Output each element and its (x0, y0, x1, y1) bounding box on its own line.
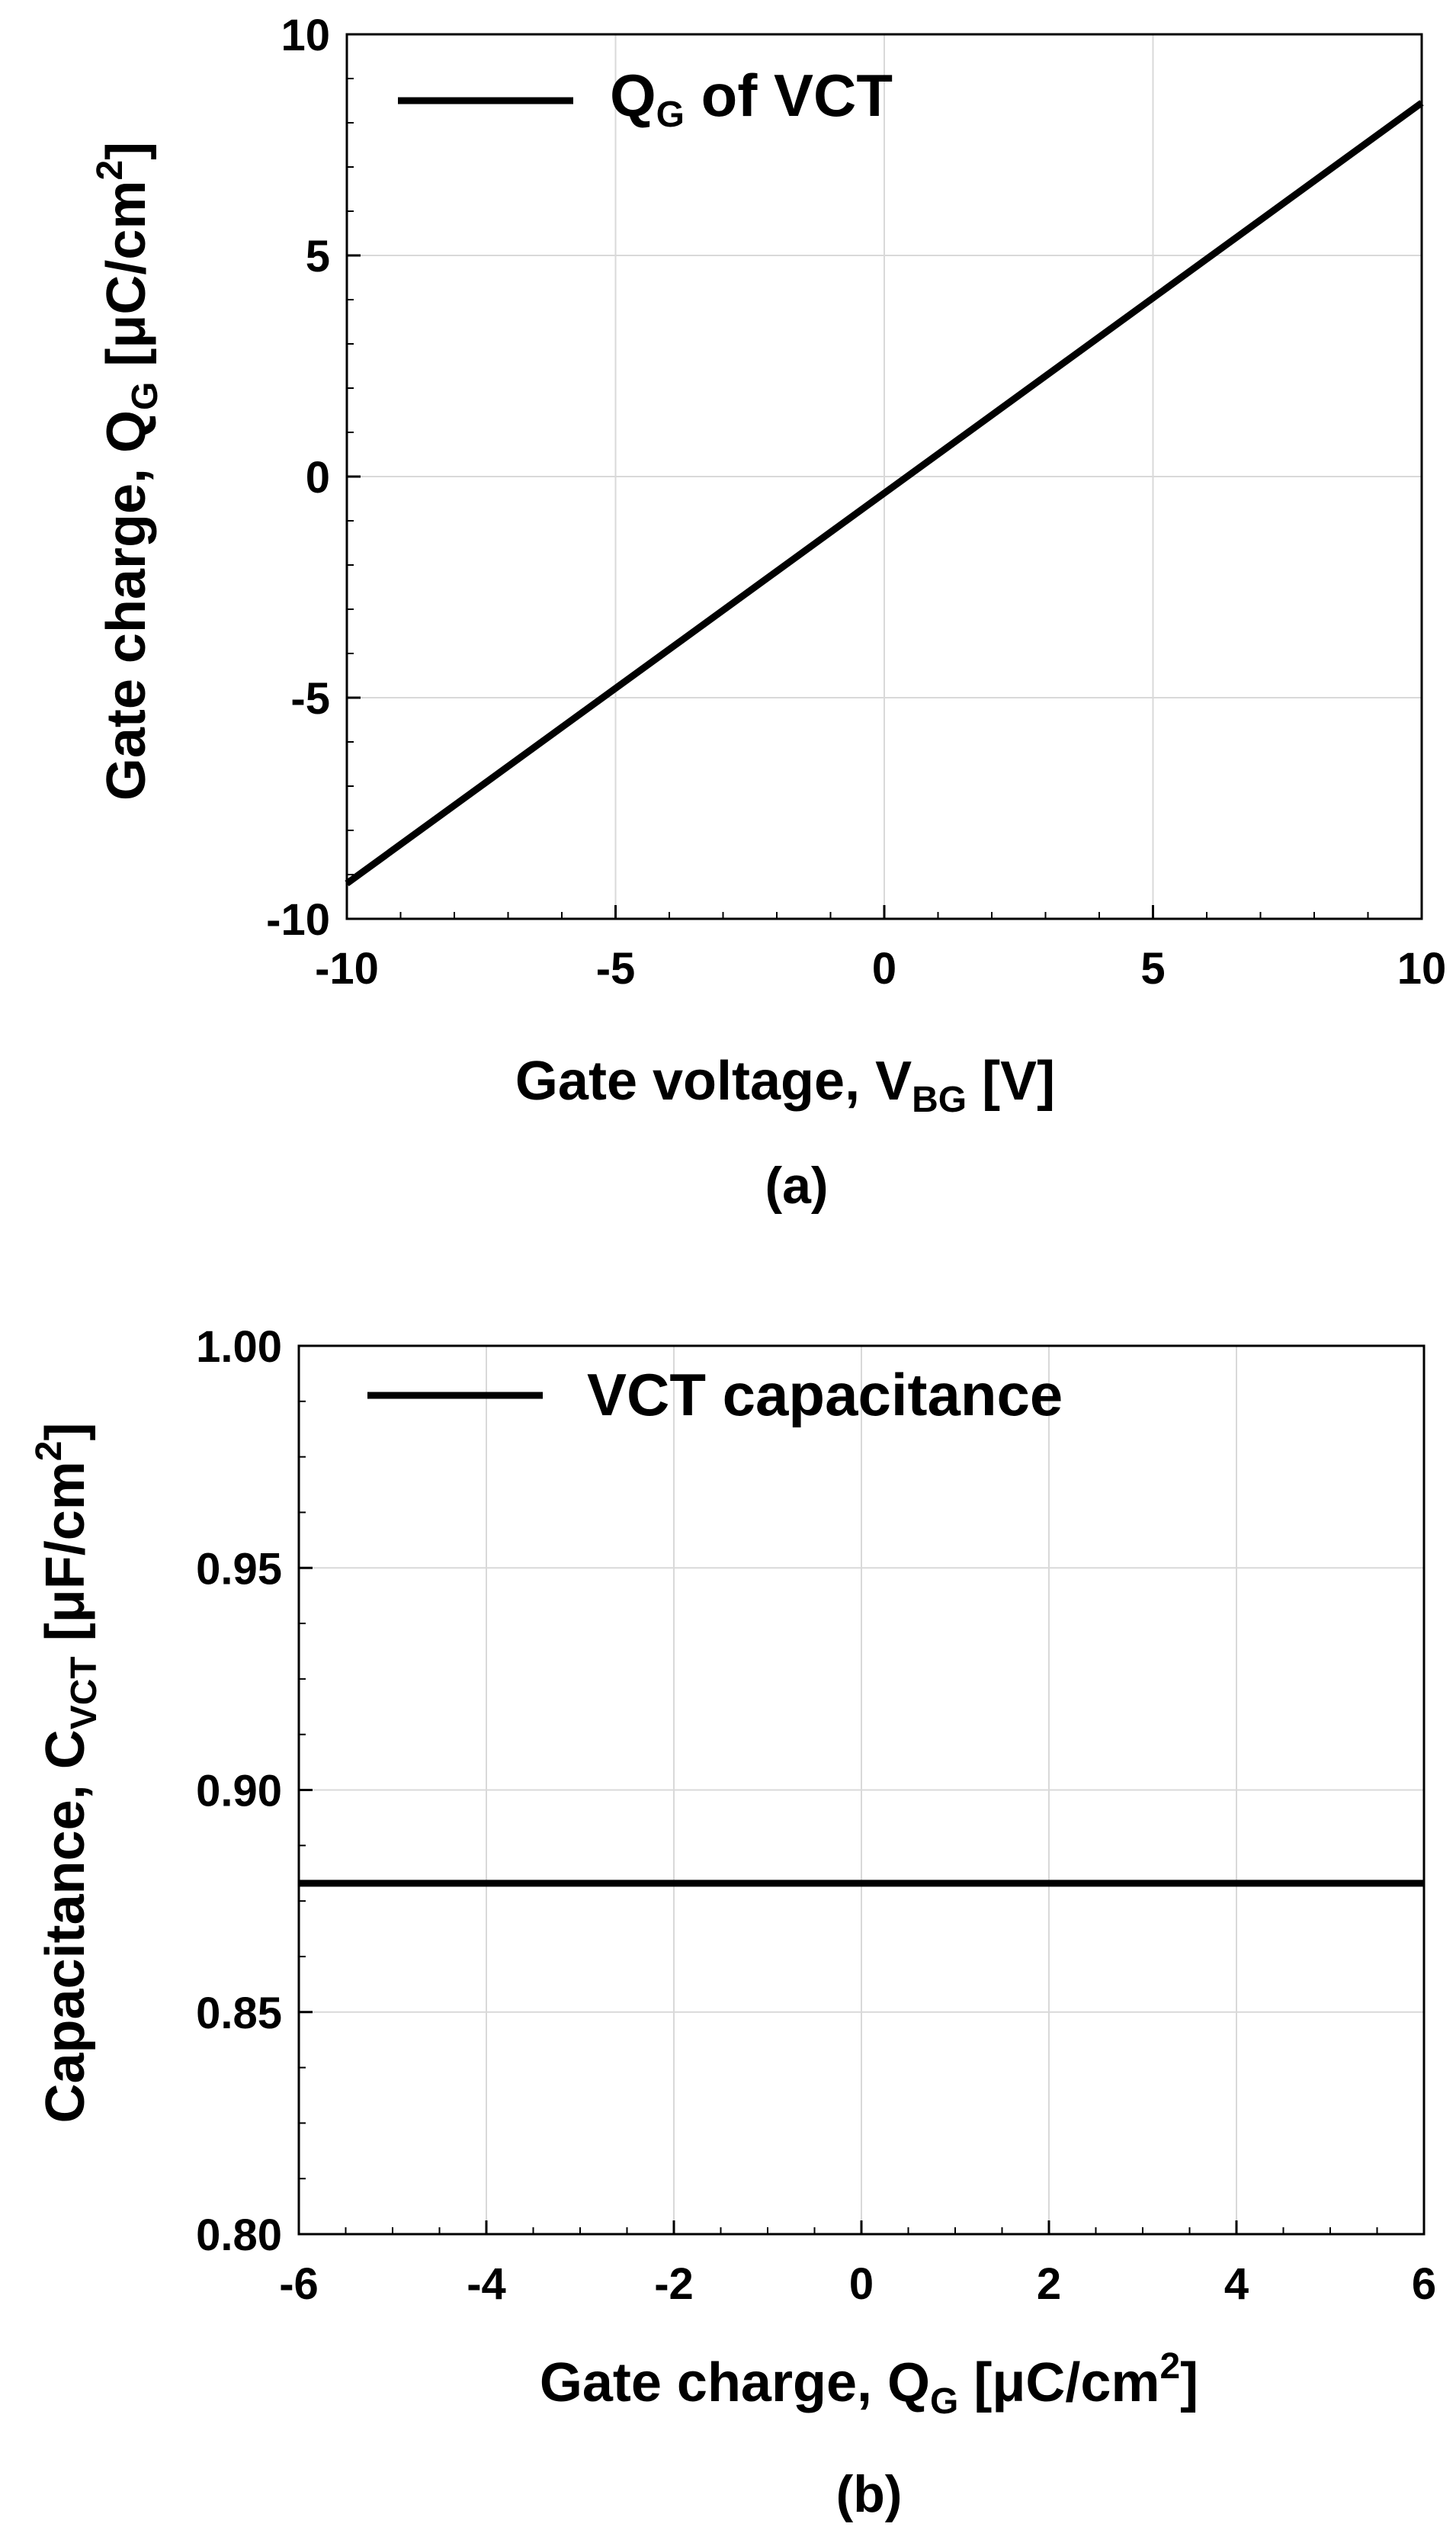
panel-a-caption: (a) (765, 1157, 828, 1215)
panel-a-x-tick-labels: -10 -5 0 5 10 (315, 944, 1446, 994)
panel-a-grid (347, 34, 1422, 919)
y-tick-label: 0 (306, 453, 330, 502)
panel-a-legend-label: QG of VCT (610, 62, 893, 135)
x-tick-label: 2 (1037, 2259, 1061, 2309)
panel-a-series (345, 100, 1424, 887)
x-tick-label: 0 (849, 2259, 874, 2309)
panel-a-y-axis-label: Gate charge, QG [μC/cm2] (90, 142, 165, 801)
x-tick-label: -10 (315, 944, 379, 994)
y-tick-label: 0.85 (196, 1989, 282, 2038)
x-tick-label: 4 (1224, 2259, 1249, 2309)
panel-b-legend-label: VCT capacitance (587, 1361, 1063, 1428)
panel-a-x-axis-label: Gate voltage, VBG [V] (515, 1051, 1055, 1120)
panel-b-x-axis-label: Gate charge, QG [μC/cm2] (540, 2346, 1198, 2422)
x-tick-label: 0 (872, 944, 896, 994)
panel-b: -6 -4 -2 0 2 4 6 0.80 0.85 0.90 0.95 1.00 VCT capa… (29, 1322, 1436, 2523)
panel-a-plot-frame (345, 33, 1423, 920)
panel-b-x-tick-labels: -6 -4 -2 0 2 4 6 (279, 2259, 1436, 2309)
panel-b-y-tick-labels: 0.80 0.85 0.90 0.95 1.00 (196, 1322, 282, 2260)
panel-b-plot-frame (297, 1344, 1426, 2236)
y-tick-label: 1.00 (196, 1322, 282, 1372)
panel-b-caption: (b) (836, 2465, 903, 2523)
x-tick-label: -5 (596, 944, 636, 994)
panel-a-y-tick-labels: -10 -5 0 5 10 (266, 11, 330, 945)
x-tick-label: -4 (467, 2259, 506, 2309)
x-tick-label: 10 (1397, 944, 1447, 994)
panel-b-y-axis-label: Capacitance, CVCT [μF/cm2] (29, 1423, 104, 2124)
y-tick-label: 0.95 (196, 1544, 282, 1594)
y-tick-label: 10 (281, 11, 330, 60)
panel-b-grid (299, 1346, 1424, 2234)
y-tick-label: 0.80 (196, 2210, 282, 2260)
y-tick-label: 0.90 (196, 1767, 282, 1816)
y-tick-label: 5 (306, 232, 330, 281)
x-tick-label: -6 (279, 2259, 319, 2309)
x-tick-label: 6 (1412, 2259, 1436, 2309)
x-tick-label: 5 (1140, 944, 1165, 994)
y-tick-label: -10 (266, 895, 330, 945)
series-line (345, 100, 1424, 887)
panel-a: -10 -5 0 5 10 -10 -5 0 5 10 QG of VCT Gate volta… (90, 11, 1446, 1215)
y-tick-label: -5 (290, 674, 330, 724)
x-tick-label: -2 (654, 2259, 694, 2309)
